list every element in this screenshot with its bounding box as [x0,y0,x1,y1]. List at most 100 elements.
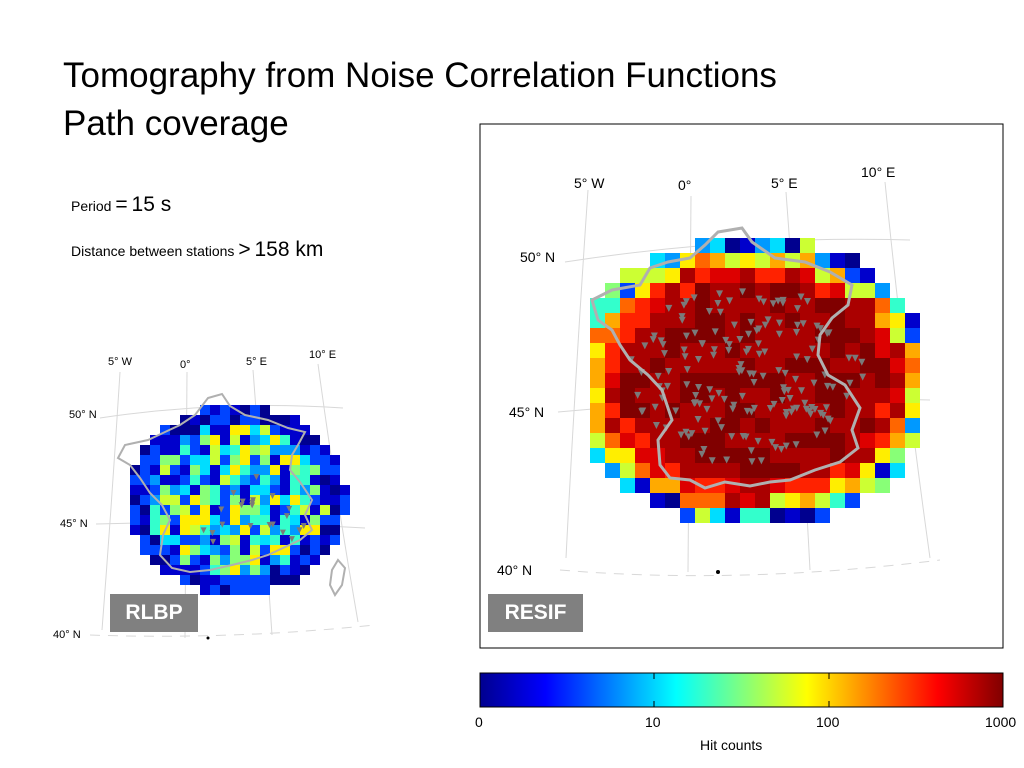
grid-cell [695,493,710,508]
grid-cell [815,298,830,313]
grid-cell [180,425,190,435]
grid-cell [290,505,300,515]
grid-cell [680,343,695,358]
grid-cell [240,475,250,485]
grid-cell [220,405,230,415]
grid-cell [140,495,150,505]
grid-cell [220,525,230,535]
station-marker [797,293,805,301]
grid-cell [665,433,680,448]
grid-cell [210,575,220,585]
station-marker [761,321,769,329]
grid-cell [845,313,860,328]
station-marker [682,428,690,436]
grid-cell [815,253,830,268]
grid-cell [695,313,710,328]
grid-cell [270,575,280,585]
grid-cell [310,485,320,495]
grid-cell [260,445,270,455]
grid-cell [755,268,770,283]
grid-cell [150,485,160,495]
grid-cell [180,485,190,495]
station-marker [681,353,689,361]
grid-cell [230,535,240,545]
grid-cell [800,448,815,463]
station-marker [777,445,785,453]
grid-cell [270,535,280,545]
station-marker [811,405,819,413]
grid-cell [150,435,160,445]
grid-cell [230,585,240,595]
station-marker [683,366,691,374]
grid-cell [770,448,785,463]
grid-cell [150,455,160,465]
grid-cell [290,475,300,485]
grid-cell [290,535,300,545]
grid-cell [665,493,680,508]
grid-cell [815,493,830,508]
station-marker [757,457,765,465]
grid-cell [695,433,710,448]
grid-cell [230,515,240,525]
grid-cell [260,515,270,525]
grid-cell [800,493,815,508]
grid-cell [250,455,260,465]
station-marker [799,320,807,328]
grid-cell [310,445,320,455]
grid-cell [845,328,860,343]
grid-cell [140,475,150,485]
station-marker [829,383,837,391]
station-marker [269,492,276,499]
grid-cell [190,495,200,505]
grid-cell [620,268,635,283]
grid-cell [180,415,190,425]
grid-cell [770,268,785,283]
grid-cell [170,525,180,535]
grid-cell [620,358,635,373]
grid-cell [310,475,320,485]
grid-cell [210,485,220,495]
grid-cell [260,585,270,595]
station-marker [808,345,816,353]
grid-cell [310,555,320,565]
grid-cell [290,455,300,465]
grid-cell [875,343,890,358]
grid-cell [860,478,875,493]
grid-cell [150,525,160,535]
station-marker [798,387,806,395]
grid-cell [300,495,310,505]
grid-cell [875,373,890,388]
grid-cell [620,448,635,463]
station-marker [778,396,786,404]
grid-cell [170,515,180,525]
left-coastline [116,392,314,574]
station-marker [821,427,829,435]
grid-cell [220,505,230,515]
station-marker [692,392,700,400]
right-coastline [590,226,862,490]
grid-cell [650,343,665,358]
grid-cell [310,545,320,555]
grid-cell [170,565,180,575]
grid-cell [905,358,920,373]
grid-cell [190,545,200,555]
grid-cell [890,358,905,373]
grid-cell [770,328,785,343]
grid-cell [785,463,800,478]
grid-cell [280,485,290,495]
grid-cell [680,493,695,508]
grid-cell [725,418,740,433]
grid-cell [190,515,200,525]
station-marker [683,381,691,389]
grid-cell [220,515,230,525]
grid-cell [220,535,230,545]
grid-cell [695,508,710,523]
grid-cell [230,415,240,425]
grid-cell [860,463,875,478]
grid-cell [845,343,860,358]
grid-cell [210,415,220,425]
grid-cell [240,405,250,415]
grid-cell [150,495,160,505]
grid-cell [740,493,755,508]
grid-cell [860,418,875,433]
